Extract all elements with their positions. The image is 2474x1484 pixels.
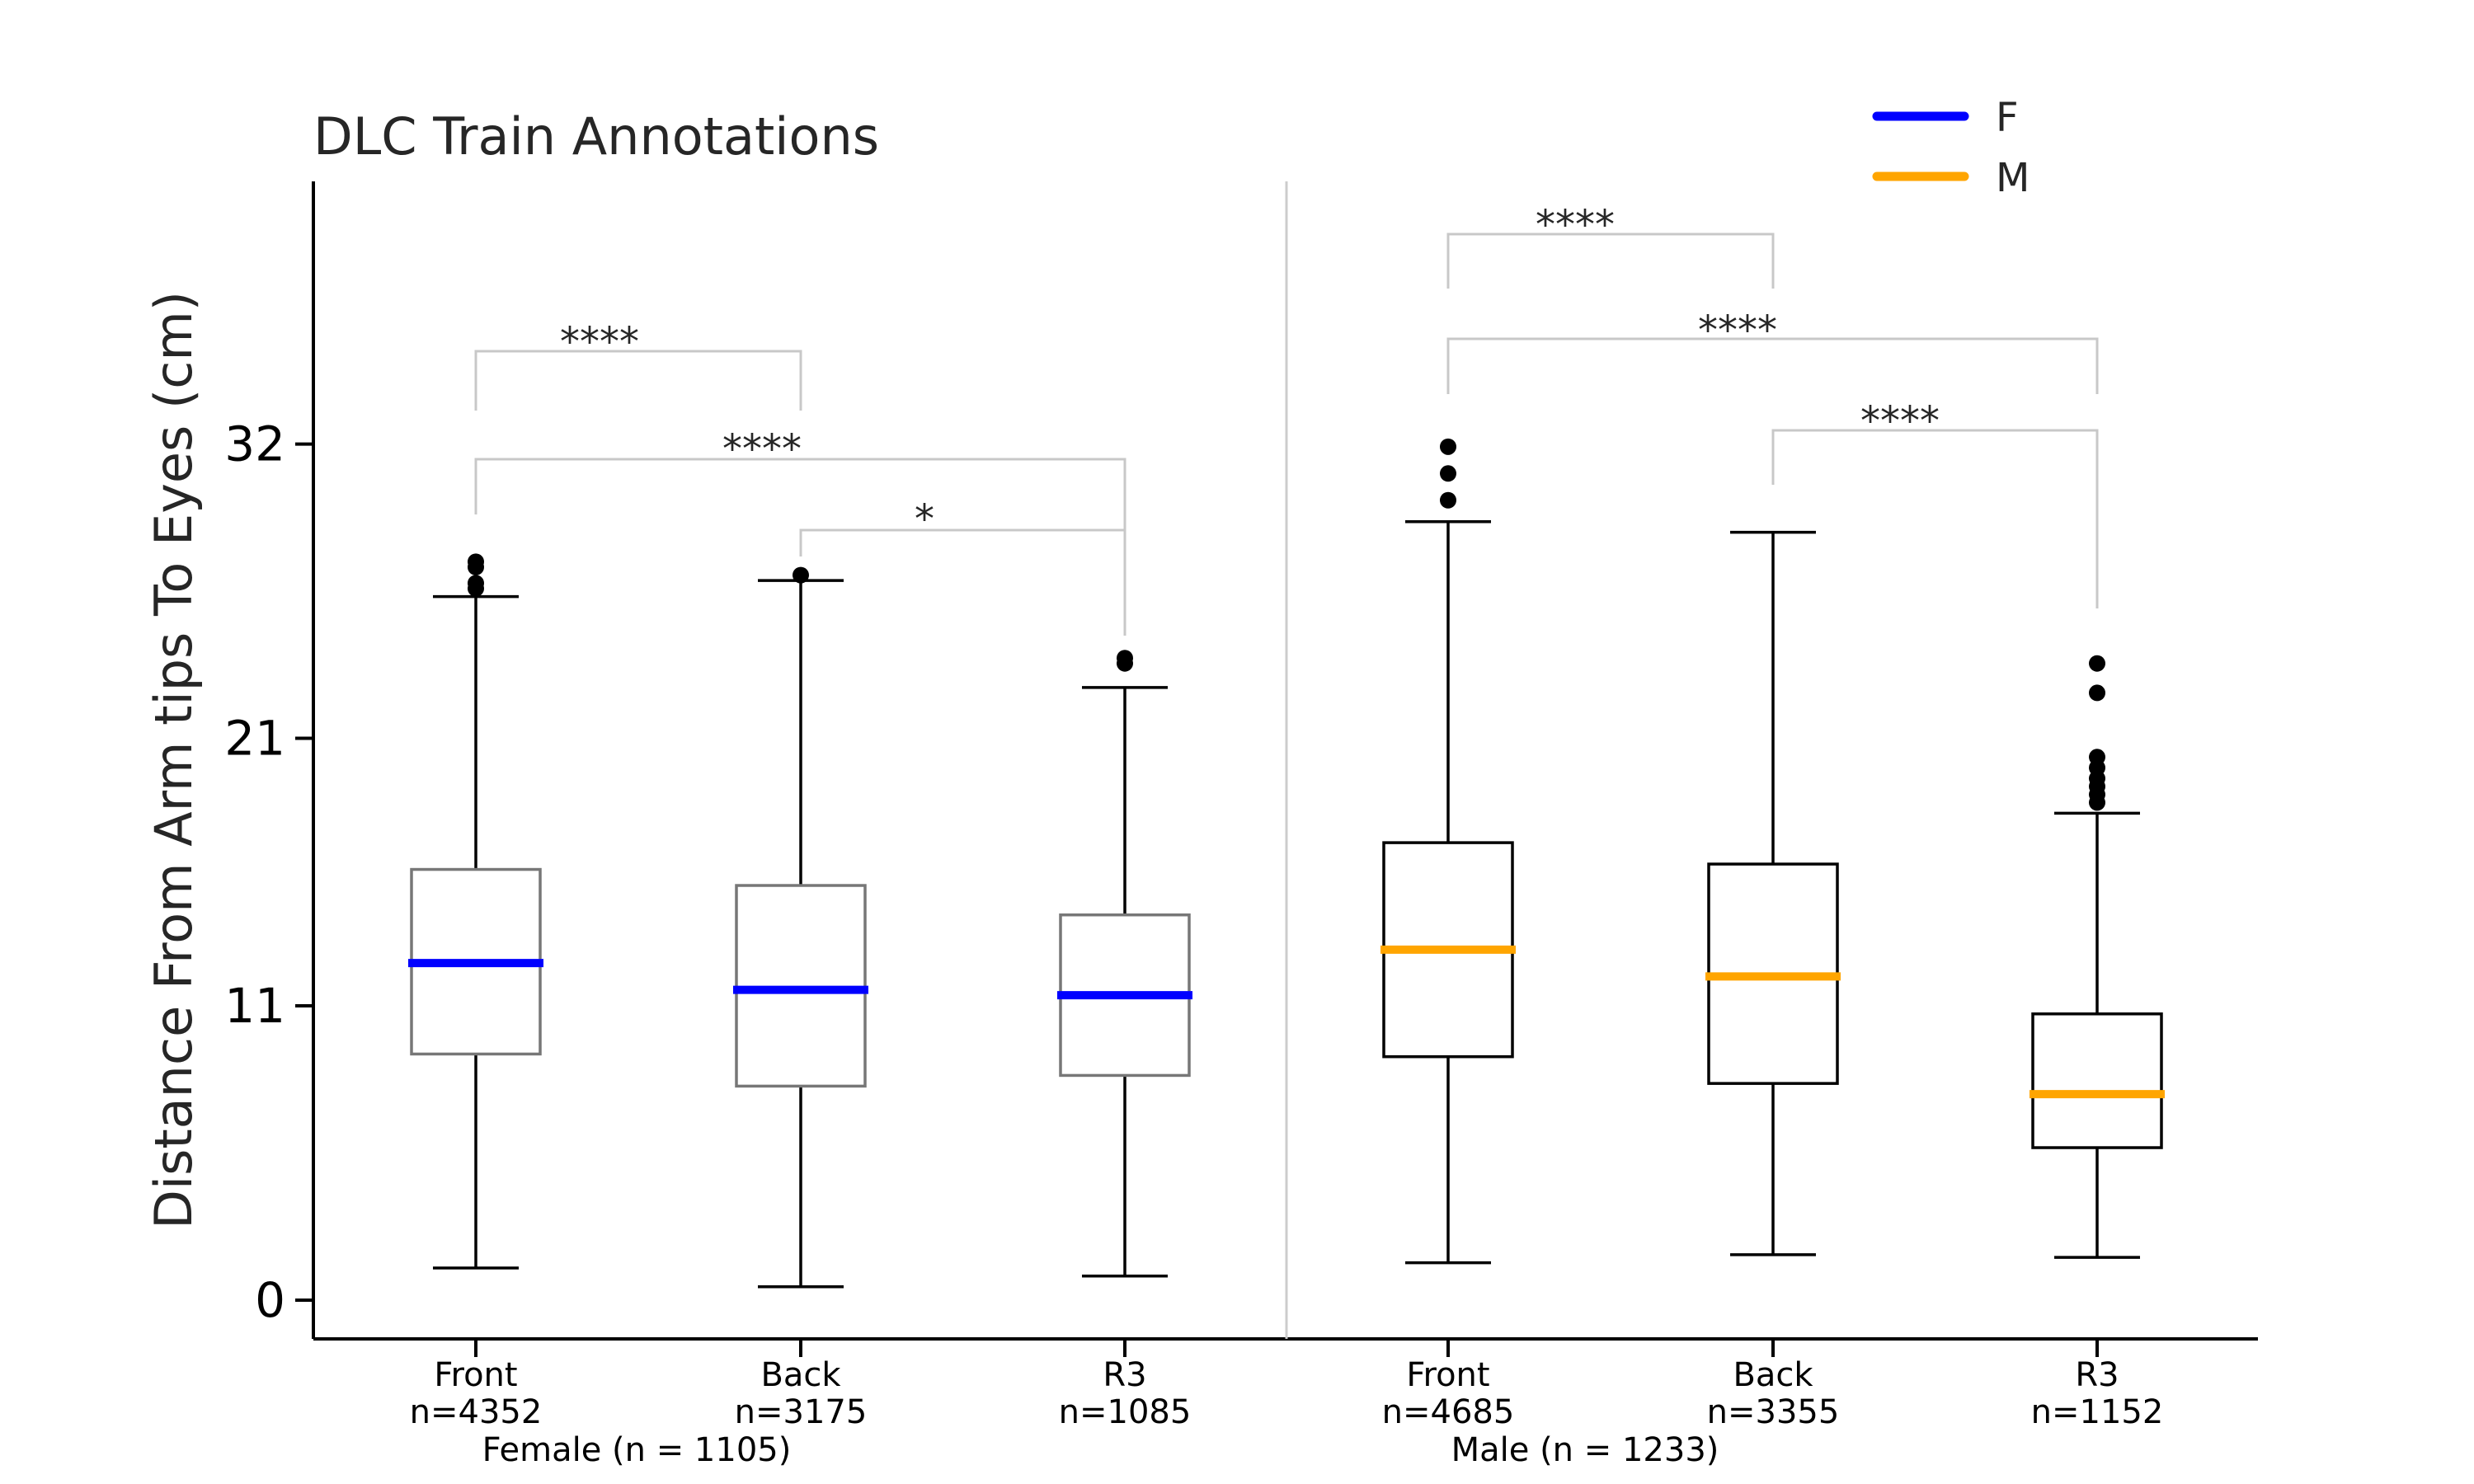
bracket-line [1446, 232, 1775, 289]
x-tick-label-name: R3 [2075, 1356, 2119, 1394]
significance-bracket: **** [1446, 308, 2099, 394]
x-tick-label-n: n=1152 [2031, 1393, 2164, 1431]
outlier-point [2089, 655, 2105, 672]
box-r3-female: R3n=1085 [1057, 650, 1192, 1431]
significance-label: **** [560, 319, 639, 365]
chart-title: DLC Train Annotations [313, 106, 879, 167]
x-tick-label-n: n=1085 [1059, 1393, 1192, 1431]
x-tick-label-name: Front [1406, 1356, 1489, 1394]
significance-bracket: **** [474, 319, 802, 411]
significance-label: **** [1536, 202, 1615, 248]
x-tick-label-name: R3 [1103, 1356, 1146, 1394]
significance-bracket: **** [1771, 398, 2099, 608]
legend: FM [1872, 95, 2030, 201]
bracket-line [1446, 337, 2099, 394]
y-tick-label-32: 32 [224, 416, 285, 472]
outlier-point [793, 566, 809, 584]
bracket-line [799, 528, 1126, 636]
outlier-point [1440, 491, 1456, 509]
x-tick-label-n: n=4685 [1382, 1393, 1515, 1431]
group-label-female: Female (n = 1105) [482, 1431, 792, 1469]
outlier-point [2089, 684, 2105, 702]
significance-label: **** [722, 426, 802, 472]
x-tick-label-name: Back [760, 1356, 841, 1394]
x-tick-label-n: n=3175 [735, 1393, 868, 1431]
x-tick-label-n: n=4352 [410, 1393, 543, 1431]
y-tick-label-21: 21 [224, 711, 285, 767]
y-tick-label-11: 11 [224, 978, 285, 1034]
bracket-line [474, 350, 802, 411]
x-tick-label-name: Back [1733, 1356, 1813, 1394]
significance-label: **** [1860, 398, 1940, 444]
group-label-male: Male (n = 1233) [1451, 1431, 1719, 1469]
significance-label: **** [1698, 308, 1777, 354]
legend-label-m: M [1996, 155, 2030, 201]
significance-bracket: **** [1446, 202, 1775, 289]
significance-bracket: * [799, 496, 1126, 636]
outlier-point [1117, 650, 1133, 667]
x-tick-label-n: n=3355 [1707, 1393, 1840, 1431]
iqr-box [2031, 1012, 2163, 1149]
outlier-point [1440, 465, 1456, 482]
significance-label: * [915, 496, 934, 542]
box-r3-male: R3n=1152 [2030, 655, 2165, 1431]
plot-area: 0112132Frontn=4352Backn=3175R3n=1085Fron… [224, 181, 2258, 1469]
bracket-line [1771, 429, 2099, 608]
outlier-point [2089, 749, 2105, 766]
outlier-point [468, 553, 484, 571]
y-axis-label: Distance From Arm tips To Eyes (cm) [143, 291, 204, 1229]
outlier-point [468, 575, 484, 592]
outlier-point [1440, 438, 1456, 455]
x-tick-label-name: Front [434, 1356, 517, 1394]
y-tick-label-0: 0 [255, 1272, 285, 1328]
legend-label-f: F [1996, 95, 2019, 141]
